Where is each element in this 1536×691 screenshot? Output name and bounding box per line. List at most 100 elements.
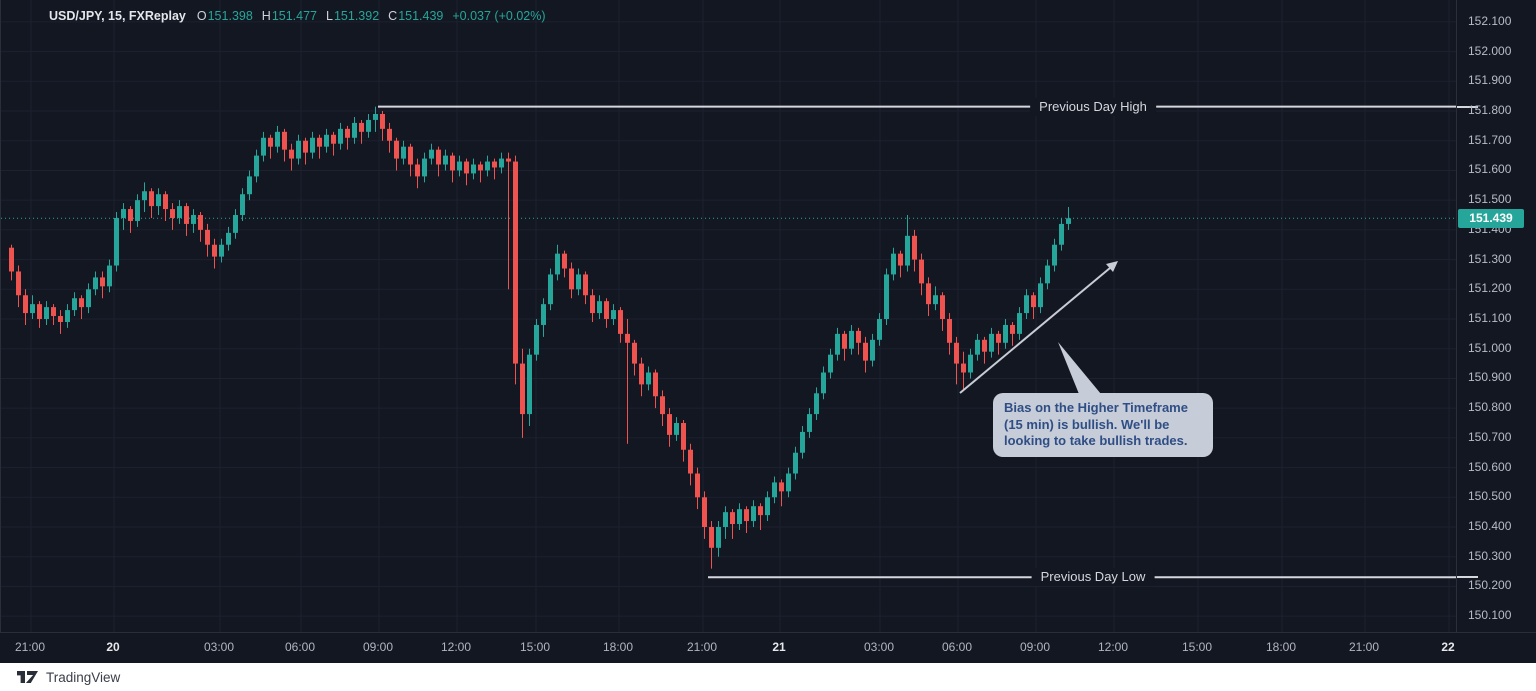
- candle[interactable]: [744, 506, 749, 533]
- candle[interactable]: [786, 467, 791, 498]
- candle[interactable]: [100, 271, 105, 299]
- candle[interactable]: [163, 191, 168, 221]
- candle[interactable]: [555, 244, 560, 281]
- candle[interactable]: [128, 206, 133, 233]
- candle[interactable]: [548, 268, 553, 311]
- candle[interactable]: [975, 333, 980, 361]
- candle[interactable]: [506, 152, 511, 290]
- candle[interactable]: [247, 170, 252, 201]
- previous-day-low-label[interactable]: Previous Day Low: [1031, 568, 1155, 587]
- tradingview-logo-icon[interactable]: [16, 670, 39, 684]
- candle[interactable]: [954, 336, 959, 385]
- candle[interactable]: [828, 348, 833, 379]
- candle[interactable]: [982, 336, 987, 364]
- candle[interactable]: [422, 152, 427, 183]
- candle[interactable]: [898, 250, 903, 278]
- candle[interactable]: [58, 310, 63, 334]
- candle[interactable]: [814, 387, 819, 421]
- candle[interactable]: [72, 292, 77, 317]
- candle[interactable]: [345, 125, 350, 150]
- candle[interactable]: [352, 116, 357, 144]
- candle[interactable]: [590, 289, 595, 322]
- candle[interactable]: [779, 479, 784, 507]
- candle[interactable]: [1024, 289, 1029, 320]
- candle[interactable]: [401, 140, 406, 165]
- chart-pane[interactable]: USD/JPY, 15, FXReplay O151.398 H151.477 …: [0, 0, 1457, 632]
- candle[interactable]: [884, 268, 889, 325]
- candle[interactable]: [226, 226, 231, 251]
- candle[interactable]: [65, 304, 70, 328]
- candle[interactable]: [765, 491, 770, 522]
- candle[interactable]: [758, 503, 763, 530]
- candle[interactable]: [93, 271, 98, 296]
- candle[interactable]: [310, 131, 315, 159]
- candle[interactable]: [597, 295, 602, 320]
- candle[interactable]: [296, 134, 301, 165]
- candle[interactable]: [835, 327, 840, 361]
- candle[interactable]: [646, 366, 651, 391]
- time-axis[interactable]: 21:00 20 03:00 06:00 09:00 12:00 15:00 18:00 21:…: [0, 632, 1536, 663]
- candle[interactable]: [240, 188, 245, 221]
- candle[interactable]: [9, 244, 14, 281]
- candle[interactable]: [562, 250, 567, 278]
- candle[interactable]: [520, 348, 525, 438]
- candle[interactable]: [737, 503, 742, 530]
- candle[interactable]: [289, 143, 294, 171]
- candle[interactable]: [849, 324, 854, 355]
- candle[interactable]: [709, 521, 714, 569]
- candle[interactable]: [674, 417, 679, 441]
- candle[interactable]: [429, 143, 434, 165]
- candle[interactable]: [471, 158, 476, 180]
- candle[interactable]: [639, 357, 644, 397]
- candle[interactable]: [233, 209, 238, 239]
- previous-day-high-label[interactable]: Previous Day High: [1030, 97, 1156, 116]
- candle[interactable]: [142, 182, 147, 213]
- candle[interactable]: [205, 223, 210, 257]
- candle[interactable]: [947, 313, 952, 355]
- candle[interactable]: [436, 146, 441, 177]
- candle[interactable]: [688, 443, 693, 486]
- candle[interactable]: [30, 295, 35, 320]
- candle[interactable]: [695, 467, 700, 510]
- candle[interactable]: [443, 149, 448, 171]
- candle[interactable]: [478, 161, 483, 183]
- candle[interactable]: [653, 369, 658, 409]
- candle[interactable]: [338, 122, 343, 150]
- candle[interactable]: [212, 238, 217, 269]
- candle[interactable]: [149, 188, 154, 218]
- candle[interactable]: [905, 215, 910, 272]
- candle[interactable]: [331, 131, 336, 156]
- candle[interactable]: [184, 203, 189, 236]
- candle[interactable]: [464, 158, 469, 186]
- candle[interactable]: [1066, 206, 1071, 230]
- candle[interactable]: [1045, 259, 1050, 290]
- candle[interactable]: [387, 122, 392, 153]
- candle[interactable]: [877, 313, 882, 346]
- candle[interactable]: [611, 304, 616, 325]
- candle[interactable]: [583, 271, 588, 305]
- candle[interactable]: [198, 212, 203, 242]
- candle[interactable]: [541, 298, 546, 337]
- candle[interactable]: [37, 301, 42, 328]
- candle[interactable]: [996, 330, 1001, 355]
- candle[interactable]: [800, 425, 805, 459]
- candle[interactable]: [135, 194, 140, 227]
- candle[interactable]: [716, 521, 721, 557]
- candle[interactable]: [961, 351, 966, 391]
- candle[interactable]: [44, 301, 49, 325]
- candle[interactable]: [282, 128, 287, 162]
- candle[interactable]: [324, 128, 329, 153]
- candle[interactable]: [79, 295, 84, 320]
- candle[interactable]: [16, 265, 21, 308]
- candle[interactable]: [821, 366, 826, 400]
- chart-svg[interactable]: [1, 0, 1457, 632]
- candle[interactable]: [380, 111, 385, 141]
- candle[interactable]: [51, 304, 56, 325]
- candle[interactable]: [1038, 277, 1043, 314]
- candle[interactable]: [492, 158, 497, 180]
- candle[interactable]: [569, 262, 574, 299]
- candle[interactable]: [1010, 321, 1015, 346]
- candle[interactable]: [856, 327, 861, 355]
- candle[interactable]: [373, 106, 378, 132]
- candle[interactable]: [415, 158, 420, 189]
